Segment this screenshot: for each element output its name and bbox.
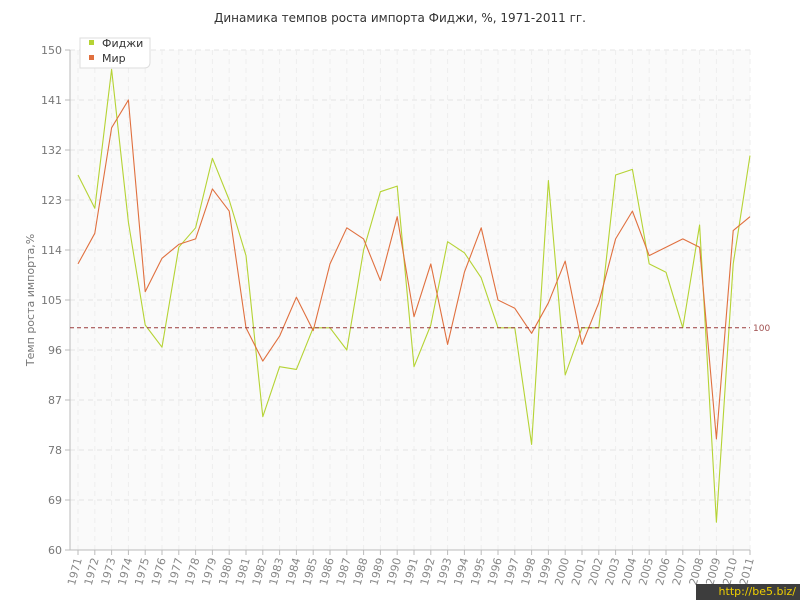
y-tick-label: 69 [48,494,62,507]
series-line-fiji [77,68,751,523]
y-axis-ticks: 60 69 78 87 96 105 114 123 132 141 150 [41,44,70,557]
legend-label-world: Мир [102,52,126,65]
plot-area [70,50,750,550]
legend: Фиджи Мир [79,37,151,69]
y-tick-label: 78 [48,444,62,457]
reference-line: 100 [70,324,770,334]
grid [70,49,751,550]
x-tick-label: 2011 [737,556,757,586]
y-tick-label: 123 [41,194,62,207]
legend-label-fiji: Фиджи [102,37,143,50]
y-tick-label: 60 [48,544,62,557]
y-tick-label: 114 [41,244,62,257]
y-tick-label: 87 [48,394,62,407]
y-tick-label: 141 [41,94,62,107]
series-lines [77,68,751,523]
legend-box [79,37,151,69]
y-axis-label: Темп роста импорта,% [24,234,37,367]
legend-swatch-world [89,55,94,60]
watermark: http://be5.biz/ [696,584,800,600]
x-axis-ticks: 1971197219731974197519761977197819791980… [65,550,757,587]
reference-line-label: 100 [753,324,770,334]
y-tick-label: 150 [41,44,62,57]
chart-title: Динамика темпов роста импорта Фиджи, %, … [214,11,586,25]
series-line-world [77,99,751,440]
y-tick-label: 132 [41,144,62,157]
legend-swatch-fiji [89,40,94,45]
y-tick-label: 96 [48,344,62,357]
y-tick-label: 105 [41,294,62,307]
